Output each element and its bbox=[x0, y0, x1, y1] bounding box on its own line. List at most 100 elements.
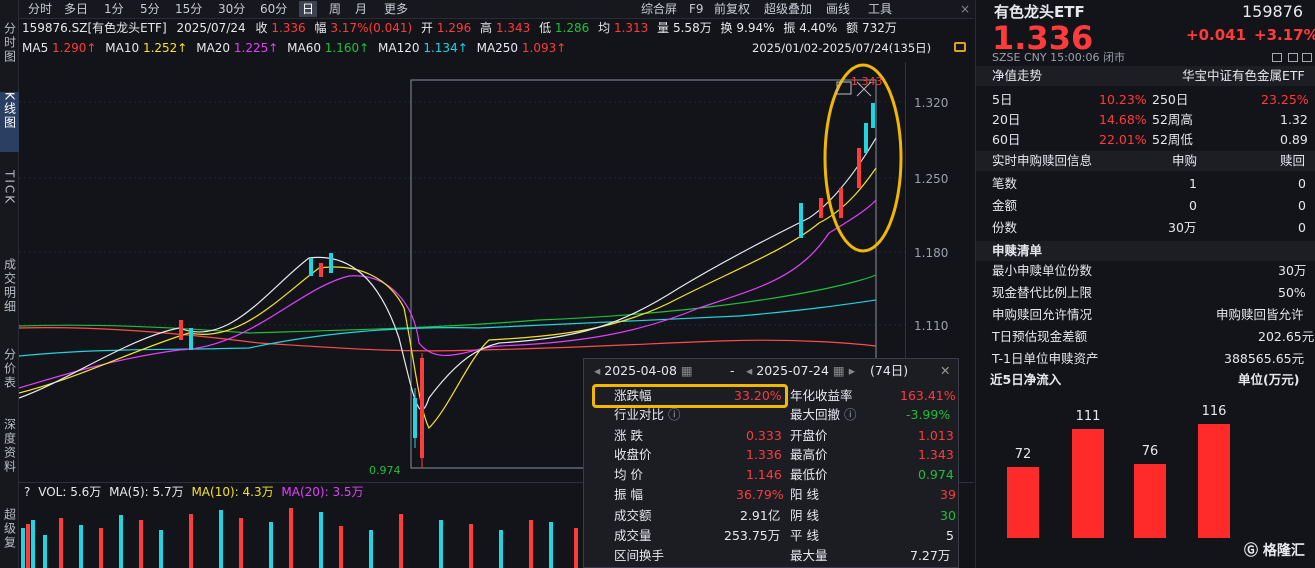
edit-icon[interactable] bbox=[1272, 53, 1282, 62]
period-week[interactable]: 周 bbox=[329, 2, 342, 16]
draw-line-button[interactable]: 画线 bbox=[826, 2, 851, 16]
redeem-label: 笔数 bbox=[992, 176, 1018, 191]
tab-tick[interactable]: TICK bbox=[2, 170, 17, 206]
period-60min[interactable]: 60分 bbox=[260, 2, 288, 16]
redeem-value: 30万 bbox=[1168, 220, 1197, 235]
ma10-line bbox=[19, 167, 877, 430]
stat-value: 33.20% bbox=[734, 388, 782, 403]
period-5min[interactable]: 5分 bbox=[140, 2, 160, 16]
flow-unit: 单位(万元) bbox=[1238, 372, 1300, 387]
stat-value: 7.27万 bbox=[910, 548, 951, 563]
range-start-date[interactable]: ◂ 2025-04-08 ▦ bbox=[594, 363, 693, 378]
perf-value: 0.89 bbox=[1280, 132, 1308, 147]
close-icon[interactable]: ✕ bbox=[940, 363, 951, 378]
list-value: 50% bbox=[1278, 285, 1306, 300]
list-label: 最小申赎单位份数 bbox=[992, 263, 1093, 278]
high-mark: 1.343 bbox=[851, 75, 883, 88]
stat-value: 1.013 bbox=[918, 428, 954, 443]
tab-intraday[interactable]: 分时图 bbox=[2, 22, 17, 64]
redeem-col-sell: 赎回 bbox=[1280, 153, 1306, 168]
axis-label: 1.110 bbox=[914, 319, 949, 333]
stat-value: 1.343 bbox=[918, 447, 954, 462]
list-label: T日预估现金差额 bbox=[992, 329, 1088, 344]
stat-label: 区间换手 bbox=[614, 548, 665, 563]
right-quote-panel: 有色龙头ETF 159876 1.336 +0.041 +3.17% SZSE … bbox=[975, 0, 1315, 568]
range-end-date[interactable]: ◂ 2025-07-24 ▦ ▸ bbox=[746, 363, 855, 378]
volume-legend: ? VOL: 5.6万 MA(5): 5.7万 MA(10): 4.3万 MA(… bbox=[24, 485, 364, 499]
redeem-value: 0 bbox=[1298, 220, 1306, 235]
maximize-icon bbox=[836, 81, 852, 95]
composite-screen-button[interactable]: 综合屏 bbox=[641, 2, 678, 16]
tab-kline[interactable]: K线图 bbox=[0, 92, 19, 152]
perf-value: 1.32 bbox=[1280, 112, 1308, 127]
range-stats-panel: ◂ 2025-04-08 ▦ - ◂ 2025-07-24 ▦ ▸ (74日) … bbox=[583, 358, 959, 568]
stat-label: 均 价 bbox=[614, 467, 643, 482]
list-label: 申购赎回允许情况 bbox=[992, 307, 1093, 322]
stat-label: 最高价 bbox=[790, 447, 828, 462]
nav-header bbox=[976, 66, 1315, 86]
lock-icon[interactable] bbox=[954, 42, 966, 52]
inflow-bar bbox=[1198, 424, 1230, 538]
perf-label: 5日 bbox=[992, 92, 1013, 107]
inflow-bar bbox=[1072, 429, 1104, 538]
stat-label: 行业对比 ⓘ bbox=[614, 407, 681, 422]
candle bbox=[857, 148, 861, 188]
period-30min[interactable]: 30分 bbox=[218, 2, 246, 16]
period-15min[interactable]: 15分 bbox=[175, 2, 203, 16]
perf-value: 23.25% bbox=[1261, 92, 1309, 107]
stat-value: 0.974 bbox=[918, 467, 954, 482]
close-icon bbox=[856, 81, 872, 97]
candle bbox=[799, 203, 803, 238]
price-axis-line bbox=[905, 62, 906, 482]
inflow-value-label: 76 bbox=[1141, 443, 1159, 459]
perf-label: 52周高 bbox=[1152, 112, 1193, 127]
period-day[interactable]: 日 bbox=[299, 1, 318, 17]
candle bbox=[179, 320, 183, 340]
stat-label: 年化收益率 bbox=[790, 388, 853, 403]
stat-value: 39 bbox=[940, 487, 956, 502]
adjust-button[interactable]: 前复权 bbox=[714, 2, 751, 16]
candle bbox=[839, 188, 843, 218]
period-more[interactable]: 更多 bbox=[384, 2, 409, 16]
stat-label: 振 幅 bbox=[614, 487, 643, 502]
redeem-value: 0 bbox=[1189, 198, 1197, 213]
inflow-bar bbox=[1007, 467, 1039, 538]
overlay-button[interactable]: 超级叠加 bbox=[764, 2, 813, 16]
watermark-logo: Ⓖ 格隆汇 bbox=[1244, 543, 1305, 559]
list-title: 申赎清单 bbox=[992, 243, 1043, 258]
candle bbox=[819, 198, 823, 218]
close-icon[interactable]: × bbox=[960, 2, 971, 16]
axis-label: 1.320 bbox=[914, 96, 949, 110]
share-icon[interactable] bbox=[1288, 53, 1298, 62]
tools-button[interactable]: 工具 bbox=[868, 2, 893, 16]
tab-trades[interactable]: 成交明细 bbox=[2, 258, 17, 314]
ma20-line bbox=[19, 199, 877, 389]
last-price: 1.336 bbox=[992, 19, 1094, 57]
stat-value: 30 bbox=[940, 508, 956, 523]
axis-label: 1.180 bbox=[914, 246, 949, 260]
nav-title[interactable]: 净值走势 bbox=[992, 68, 1043, 83]
divider bbox=[19, 482, 974, 483]
low-mark: 0.974 bbox=[369, 464, 401, 477]
price-change: +0.041 bbox=[1186, 26, 1247, 44]
period-intraday[interactable]: 分时 bbox=[28, 2, 53, 16]
stat-value: -3.99% bbox=[906, 407, 951, 422]
left-sidebar: 分时图 K线图 TICK 成交明细 分价表 深度资料 超级复 bbox=[0, 0, 19, 568]
tab-super[interactable]: 超级复 bbox=[2, 508, 17, 550]
tab-depth[interactable]: 深度资料 bbox=[2, 418, 17, 474]
period-multiday[interactable]: 多日 bbox=[64, 2, 89, 16]
flow-title: 近5日净流入 bbox=[990, 372, 1062, 387]
range-separator: - bbox=[730, 363, 735, 378]
redeem-col-buy: 申购 bbox=[1172, 153, 1198, 168]
tab-price-table[interactable]: 分价表 bbox=[2, 348, 17, 390]
stat-label: 收盘价 bbox=[614, 447, 652, 462]
stat-label: 最低价 bbox=[790, 467, 828, 482]
kline-chart[interactable]: 1.343 0.974 bbox=[19, 58, 905, 483]
redeem-label: 份数 bbox=[992, 220, 1018, 235]
period-month[interactable]: 月 bbox=[355, 2, 368, 16]
period-toolbar: 分时 多日 1分 5分 15分 30分 60分 日 周 月 更多 综合屏 F9 … bbox=[19, 0, 974, 19]
list-label: 现金替代比例上限 bbox=[992, 285, 1093, 300]
copy-icon[interactable] bbox=[1302, 53, 1312, 62]
period-1min[interactable]: 1分 bbox=[104, 2, 124, 16]
f9-button[interactable]: F9 bbox=[689, 2, 704, 16]
